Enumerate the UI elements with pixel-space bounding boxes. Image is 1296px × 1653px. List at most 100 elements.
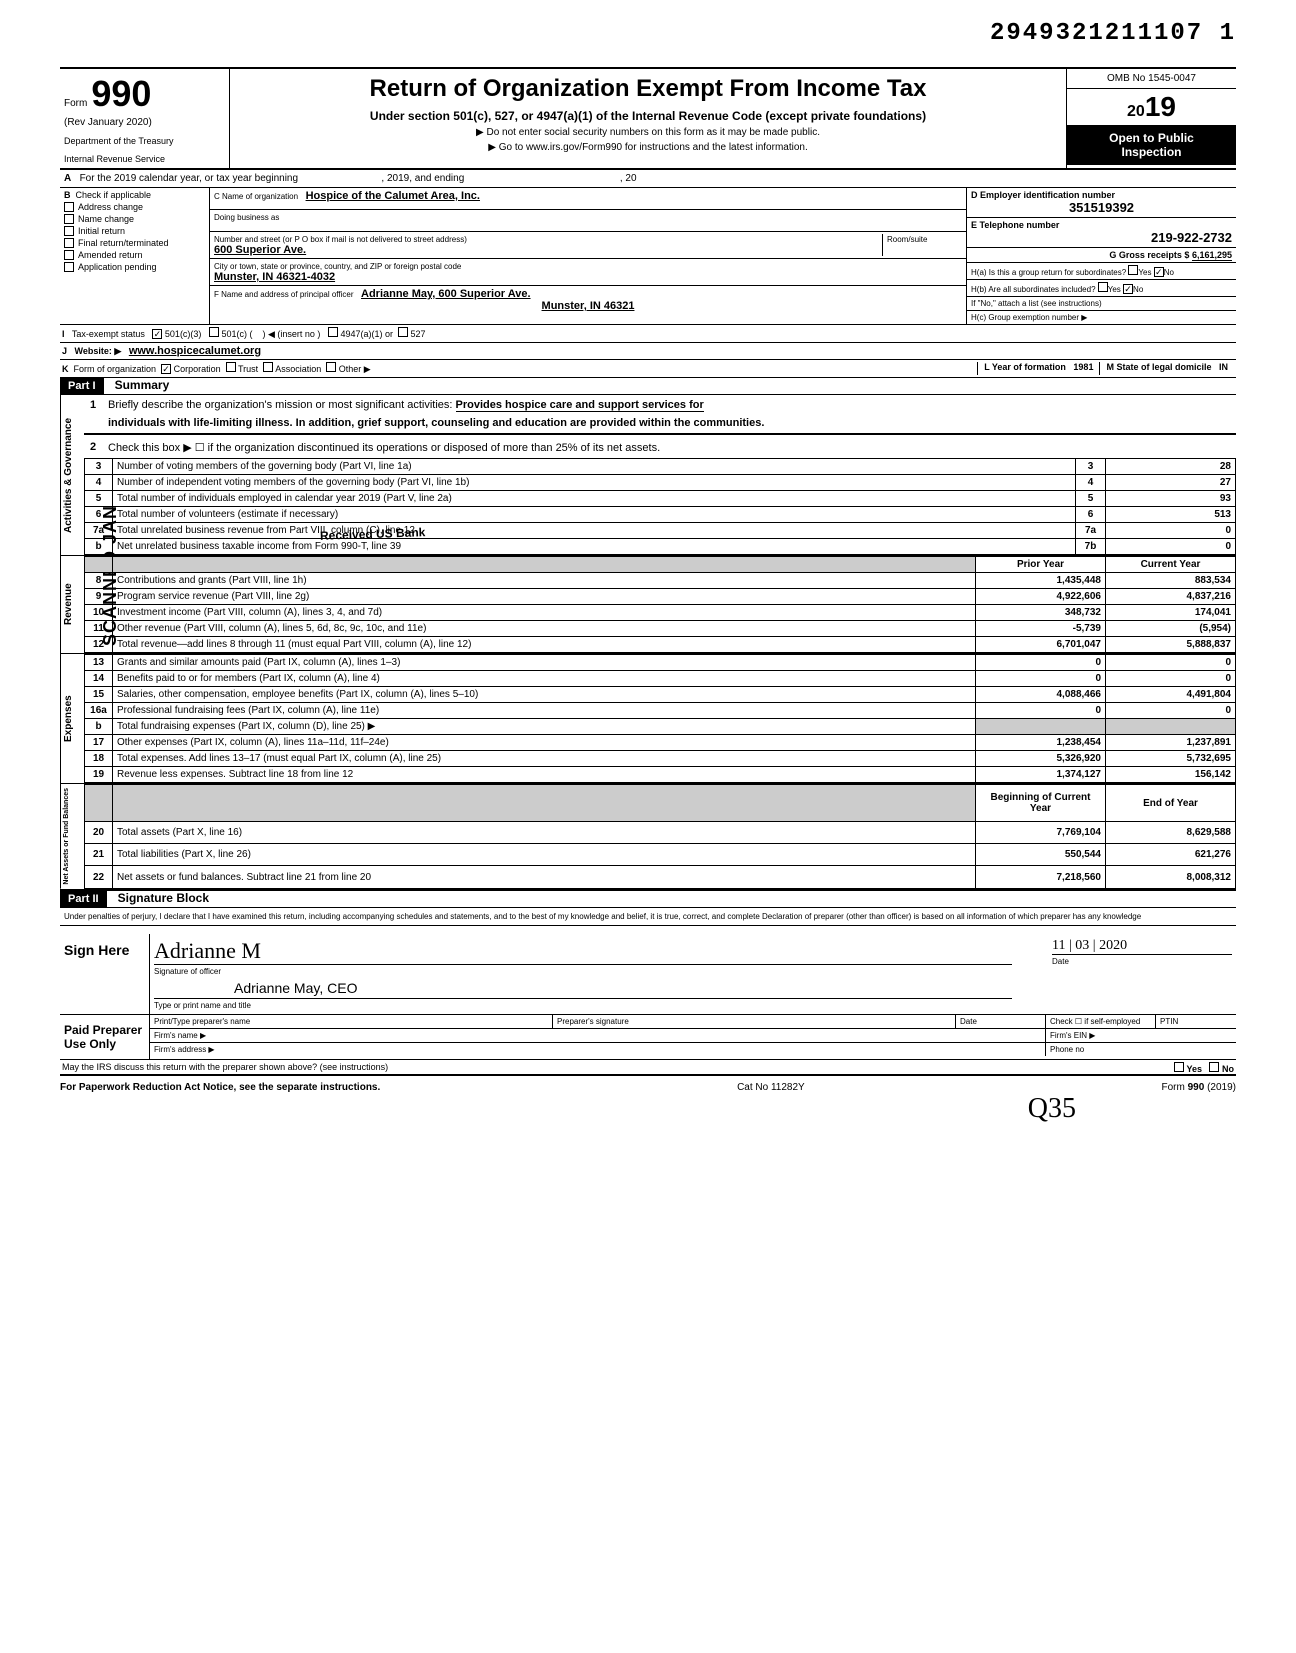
main-title: Return of Organization Exempt From Incom…: [236, 75, 1060, 103]
room-label: Room/suite: [887, 235, 927, 244]
vert-net-assets: Net Assets or Fund Balances: [60, 784, 84, 889]
ptin-label: PTIN: [1156, 1015, 1236, 1028]
handwritten-note: Q35: [60, 1093, 1076, 1125]
preparer-date-label: Date: [956, 1015, 1046, 1028]
table-row: 12Total revenue—add lines 8 through 11 (…: [85, 637, 1236, 653]
table-row: 13Grants and similar amounts paid (Part …: [85, 655, 1236, 671]
chk-final-return[interactable]: [64, 238, 74, 248]
table-row: 17Other expenses (Part IX, column (A), l…: [85, 735, 1236, 751]
officer-addr: Munster, IN 46321: [542, 300, 635, 312]
signature-date: 11 | 03 | 2020: [1052, 938, 1232, 955]
org-name: Hospice of the Calumet Area, Inc.: [306, 190, 480, 202]
table-row: 8Contributions and grants (Part VIII, li…: [85, 573, 1236, 589]
chk-trust[interactable]: [226, 362, 236, 372]
table-row: 16aProfessional fundraising fees (Part I…: [85, 703, 1236, 719]
subtitle: Under section 501(c), 527, or 4947(a)(1)…: [236, 109, 1060, 123]
officer-name: Adrianne May, 600 Superior Ave.: [361, 288, 531, 300]
table-row: 10Investment income (Part VIII, column (…: [85, 605, 1236, 621]
table-row: 19Revenue less expenses. Subtract line 1…: [85, 767, 1236, 783]
table-header-row: Beginning of Current YearEnd of Year: [85, 785, 1236, 822]
ha-no[interactable]: [1154, 267, 1164, 277]
website-url: www.hospicecalumet.org: [129, 345, 261, 357]
row-j-website: J Website: ▶ www.hospicecalumet.org: [60, 343, 1236, 360]
open-public-2: Inspection: [1071, 145, 1232, 159]
city-label: City or town, state or province, country…: [214, 262, 461, 271]
table-row: 18Total expenses. Add lines 13–17 (must …: [85, 751, 1236, 767]
form-header: Form 990 (Rev January 2020) Department o…: [60, 67, 1236, 170]
hb-no[interactable]: [1123, 284, 1133, 294]
instruction-ssn: ▶ Do not enter social security numbers o…: [236, 127, 1060, 138]
c-name-label: C Name of organization: [214, 192, 298, 201]
irs-discuss-question: May the IRS discuss this return with the…: [62, 1062, 388, 1072]
h-note: If "No," attach a list (see instructions…: [967, 297, 1236, 311]
addr-label: Number and street (or P O box if mail is…: [214, 235, 467, 244]
officer-label: F Name and address of principal officer: [214, 290, 353, 299]
hc-label: H(c) Group exemption number ▶: [967, 311, 1236, 324]
table-row: 6Total number of volunteers (estimate if…: [85, 507, 1236, 523]
irs-discuss-no[interactable]: [1209, 1062, 1219, 1072]
chk-527[interactable]: [398, 327, 408, 337]
hb-yes[interactable]: [1098, 282, 1108, 292]
vert-governance: Activities & Governance: [60, 395, 84, 555]
ha-yes[interactable]: [1128, 265, 1138, 275]
year-formation-value: 1981: [1073, 362, 1093, 372]
table-header-row: Prior YearCurrent Year: [85, 557, 1236, 573]
firm-name-label: Firm's name ▶: [150, 1029, 1046, 1042]
table-row: 20Total assets (Part X, line 16)7,769,10…: [85, 822, 1236, 844]
chk-501c3[interactable]: [152, 329, 162, 339]
firm-addr-label: Firm's address ▶: [150, 1043, 1046, 1056]
paid-preparer-label: Paid Preparer Use Only: [60, 1015, 150, 1059]
form-990-footer: Form 990 (2019): [1162, 1082, 1236, 1093]
officer-signature: Adrianne M: [154, 938, 1012, 965]
mission-text-2: individuals with life-limiting illness. …: [84, 415, 1236, 434]
street-address: 600 Superior Ave.: [214, 244, 306, 256]
table-row: 4Number of independent voting members of…: [85, 475, 1236, 491]
perjury-statement: Under penalties of perjury, I declare th…: [60, 908, 1236, 926]
chk-501c[interactable]: [209, 327, 219, 337]
irs-label: Internal Revenue Service: [64, 154, 225, 164]
tax-year: 2019: [1067, 89, 1236, 125]
ein-label: D Employer identification number: [971, 190, 1232, 200]
paperwork-notice: For Paperwork Reduction Act Notice, see …: [60, 1082, 380, 1093]
chk-amended[interactable]: [64, 250, 74, 260]
officer-printed-name: Adrianne May, CEO: [234, 980, 1012, 996]
col-b-checkboxes: B Check if applicable Address change Nam…: [60, 188, 210, 324]
part2-header: Part II: [60, 891, 107, 907]
chk-address-change[interactable]: [64, 202, 74, 212]
open-public-1: Open to Public: [1071, 131, 1232, 145]
vert-revenue: Revenue: [60, 556, 84, 653]
ha-label: H(a) Is this a group return for subordin…: [971, 268, 1126, 277]
state-domicile-label: M State of legal domicile: [1106, 362, 1211, 372]
mission-text-1: Provides hospice care and support servic…: [456, 399, 704, 412]
chk-name-change[interactable]: [64, 214, 74, 224]
self-employed-check: Check ☐ if self-employed: [1046, 1015, 1156, 1028]
phone-label: E Telephone number: [971, 220, 1232, 230]
irs-discuss-yes[interactable]: [1174, 1062, 1184, 1072]
table-row: 3Number of voting members of the governi…: [85, 459, 1236, 475]
revision-date: (Rev January 2020): [64, 117, 225, 128]
row-i-tax-status: I Tax-exempt status 501(c)(3) 501(c) ( )…: [60, 325, 1236, 343]
phone-value: 219-922-2732: [971, 230, 1232, 245]
table-row: 5Total number of individuals employed in…: [85, 491, 1236, 507]
table-row: 7aTotal unrelated business revenue from …: [85, 523, 1236, 539]
table-row: bNet unrelated business taxable income f…: [85, 539, 1236, 555]
chk-association[interactable]: [263, 362, 273, 372]
table-row: 21Total liabilities (Part X, line 26)550…: [85, 844, 1236, 866]
city-value: Munster, IN 46321-4032: [214, 271, 335, 283]
chk-corporation[interactable]: [161, 364, 171, 374]
hb-label: H(b) Are all subordinates included?: [971, 285, 1096, 294]
chk-4947[interactable]: [328, 327, 338, 337]
chk-initial-return[interactable]: [64, 226, 74, 236]
row-a-tax-year: A For the 2019 calendar year, or tax yea…: [60, 170, 1236, 188]
preparer-name-label: Print/Type preparer's name: [150, 1015, 553, 1028]
chk-application-pending[interactable]: [64, 262, 74, 272]
expenses-table: 13Grants and similar amounts paid (Part …: [84, 654, 1236, 783]
chk-other[interactable]: [326, 362, 336, 372]
mission-label: Briefly describe the organization's miss…: [108, 399, 452, 411]
vert-expenses: Expenses: [60, 654, 84, 783]
sign-here-label: Sign Here: [60, 934, 150, 1014]
instruction-url: ▶ Go to www.irs.gov/Form990 for instruct…: [236, 142, 1060, 153]
barcode-number: 2949321211107 1: [60, 20, 1236, 47]
table-row: bTotal fundraising expenses (Part IX, co…: [85, 719, 1236, 735]
part1-header: Part I: [60, 378, 104, 394]
